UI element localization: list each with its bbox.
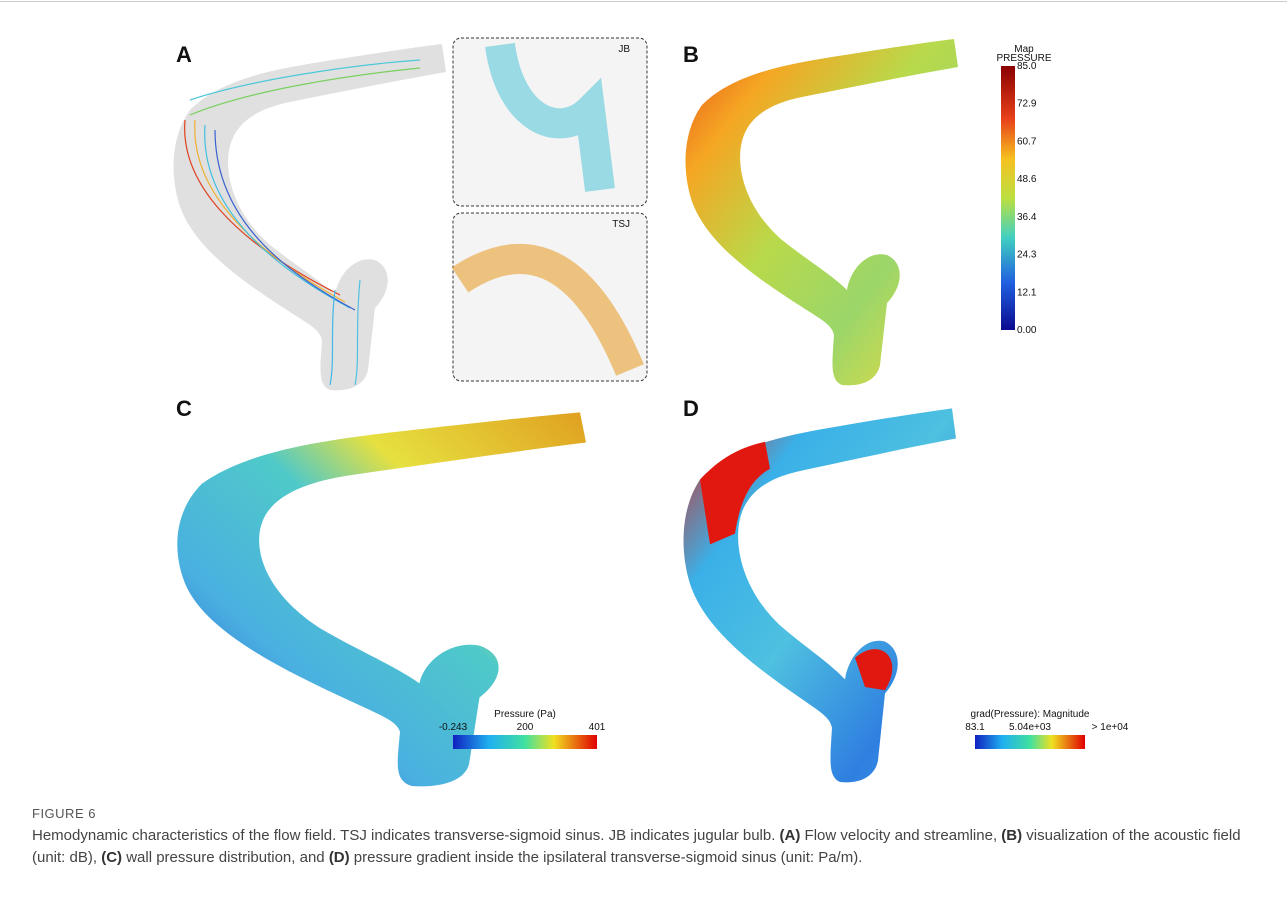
colorbar-title: Pressure (Pa)	[494, 709, 556, 720]
colorbar	[975, 735, 1085, 749]
colorbar-tick: -0.243	[439, 722, 468, 733]
colorbar-tick: 24.3	[1017, 250, 1037, 261]
colorbar	[453, 735, 597, 749]
panel-d-render	[684, 408, 956, 782]
colorbar-tick: 83.1	[965, 722, 985, 733]
caption-ref: (B)	[1001, 827, 1022, 844]
panel-label: D	[683, 396, 699, 421]
panel-label: C	[176, 396, 192, 421]
page: A JB TSJ B Map PRESSURE 85.072.960.748.6…	[0, 0, 1287, 918]
colorbar-tick: 60.7	[1017, 136, 1037, 147]
colorbar-tick: 401	[589, 722, 606, 733]
panel-a-render	[174, 44, 446, 390]
colorbar-tick: 48.6	[1017, 174, 1037, 185]
caption-ref: (A)	[780, 827, 801, 844]
colorbar-tick: 5.04e+03	[1009, 722, 1051, 733]
colorbar-tick: > 1e+04	[1092, 722, 1129, 733]
caption-ref: (C)	[101, 849, 122, 866]
caption-part: pressure gradient inside the ipsilateral…	[350, 849, 863, 866]
caption-label: FIGURE 6	[32, 806, 1252, 821]
colorbar-tick: 85.0	[1017, 61, 1037, 72]
colorbar	[1001, 66, 1015, 330]
colorbar-tick: 12.1	[1017, 287, 1037, 298]
figure: A JB TSJ B Map PRESSURE 85.072.960.748.6…	[0, 0, 1287, 800]
inset-label: TSJ	[612, 219, 630, 230]
panel-label: B	[683, 42, 699, 67]
colorbar-tick: 72.9	[1017, 99, 1037, 110]
caption-part: wall pressure distribution, and	[122, 849, 329, 866]
panel-b-render	[686, 39, 958, 385]
caption: FIGURE 6 Hemodynamic characteristics of …	[32, 806, 1252, 869]
caption-text: Hemodynamic characteristics of the flow …	[32, 825, 1252, 869]
colorbar-tick: 0.00	[1017, 325, 1037, 336]
colorbar-tick: 36.4	[1017, 212, 1037, 223]
inset-label: JB	[618, 44, 630, 55]
caption-ref: (D)	[329, 849, 350, 866]
caption-part: Flow velocity and streamline,	[800, 827, 1001, 844]
colorbar-tick: 200	[517, 722, 534, 733]
panel-label: A	[176, 42, 192, 67]
caption-part: Hemodynamic characteristics of the flow …	[32, 827, 780, 844]
colorbar-title: grad(Pressure): Magnitude	[971, 709, 1090, 720]
